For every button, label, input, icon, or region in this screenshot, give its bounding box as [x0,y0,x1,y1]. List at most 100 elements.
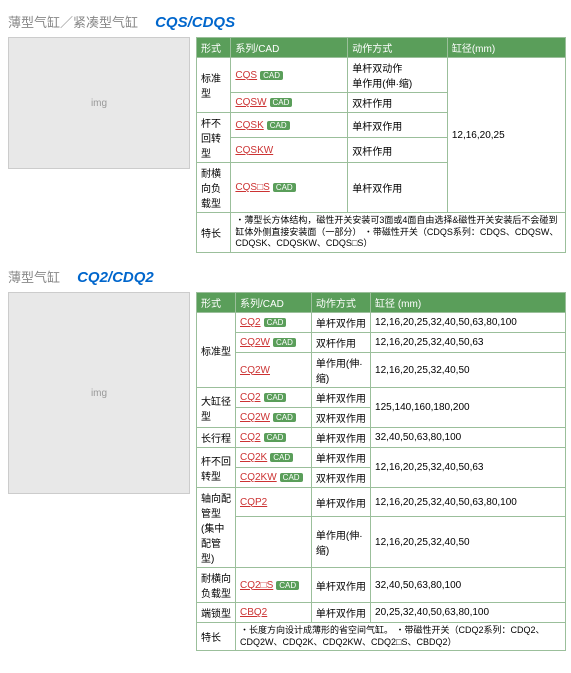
table-row: 耐横向负载型CQ2□SCAD单杆双作用32,40,50,63,80,100 [197,568,566,603]
action-cell: 单杆双动作单作用(伸·缩) [348,58,448,93]
action-cell: 单杆双作用 [311,488,370,517]
series-cell: CQS□S CAD [231,163,348,213]
hdr-bore: 缸径 (mm) [371,293,566,313]
action-cell: 双杆作用 [348,138,448,163]
action-cell: 双杆作用 [311,333,370,353]
table-row: 轴向配管型(集中配管型)CQP2单杆双作用12,16,20,25,32,40,5… [197,488,566,517]
hdr-action: 动作方式 [311,293,370,313]
bore-cell: 32,40,50,63,80,100 [371,568,566,603]
action-cell: 单杆双作用 [311,388,370,408]
series-cell: CQ2□SCAD [236,568,312,603]
series-cell: CQ2WCAD [236,333,312,353]
cad-badge: CAD [273,413,296,422]
hdr-series: 系列/CAD [236,293,312,313]
model-link[interactable]: CQ2 [240,317,261,328]
cad-badge: CAD [270,98,293,107]
series-cell: CQ2W [236,353,312,388]
table-row: 长行程CQ2CAD单杆双作用32,40,50,63,80,100 [197,428,566,448]
series-cell: CQSW CAD [231,93,348,113]
hdr-form: 形式 [197,38,231,58]
action-cell: 单杆双作用 [311,603,370,623]
feature-row: 特长 ・长度方向设计成薄形的省空间气缸。 ・带磁性开关（CDQ2系列：CDQ2、… [197,623,566,651]
model-link[interactable]: CQP2 [240,497,267,508]
table-row: CQ2W单作用(伸·缩)12,16,20,25,32,40,50 [197,353,566,388]
model-link[interactable]: CQSW [235,97,266,108]
section2-title: 薄型气缸 CQ2/CDQ2 [8,267,571,286]
cad-badge: CAD [273,338,296,347]
model-link[interactable]: CQ2KW [240,472,277,483]
feature-text: ・薄型长方体结构，磁性开关安装可3面或4面自由选择&磁性开关安装后不会碰到缸体外… [231,213,566,253]
table-row: CQ2WCAD双杆作用12,16,20,25,32,40,50,63 [197,333,566,353]
feature-row: 特长 ・薄型长方体结构，磁性开关安装可3面或4面自由选择&磁性开关安装后不会碰到… [197,213,566,253]
series-cell: CQ2CAD [236,428,312,448]
form-cell: 轴向配管型(集中配管型) [197,488,236,568]
bore-cell: 20,25,32,40,50,63,80,100 [371,603,566,623]
section2-image: img [8,292,190,494]
cad-badge: CAD [273,183,296,192]
model-link[interactable]: CQ2W [240,337,270,348]
series-cell: CQ2CAD [236,388,312,408]
form-cell: 长行程 [197,428,236,448]
model-link[interactable]: CQS [235,70,257,81]
bore-cell: 12,16,20,25 [447,58,565,213]
bore-cell: 125,140,160,180,200 [371,388,566,428]
model-link[interactable]: CQ2 [240,432,261,443]
feature-text: ・长度方向设计成薄形的省空间气缸。 ・带磁性开关（CDQ2系列：CDQ2、CDQ… [236,623,566,651]
series-cell [236,517,312,568]
bore-cell: 12,16,20,25,32,40,50 [371,353,566,388]
action-cell: 双杆双作用 [311,468,370,488]
hdr-series: 系列/CAD [231,38,348,58]
form-cell: 标准型 [197,313,236,388]
table-header-row: 形式 系列/CAD 动作方式 缸径(mm) [197,38,566,58]
cad-badge: CAD [267,121,290,130]
model-link[interactable]: CQ2□S [240,580,273,591]
section2-cn: 薄型气缸 [8,270,60,285]
table-row: 杆不回转型CQ2KCAD单杆双作用12,16,20,25,32,40,50,63 [197,448,566,468]
table-row: 标准型CQSCAD单杆双动作单作用(伸·缩)12,16,20,25 [197,58,566,93]
action-cell: 单杆双作用 [311,568,370,603]
form-cell: 大缸径型 [197,388,236,428]
action-cell: 单杆双作用 [311,313,370,333]
feature-label: 特长 [197,213,231,253]
section1-image: img [8,37,190,169]
bore-cell: 12,16,20,25,32,40,50 [371,517,566,568]
action-cell: 单作用(伸·缩) [311,517,370,568]
hdr-bore: 缸径(mm) [447,38,565,58]
action-cell: 单杆双作用 [348,113,448,138]
model-link[interactable]: CQSKW [235,145,273,156]
table-row: 单作用(伸·缩)12,16,20,25,32,40,50 [197,517,566,568]
action-cell: 单杆双作用 [348,163,448,213]
table-row: 端锁型CBQ2单杆双作用20,25,32,40,50,63,80,100 [197,603,566,623]
model-link[interactable]: CQ2W [240,365,270,376]
action-cell: 单杆双作用 [311,448,370,468]
model-link[interactable]: CQSK [235,120,263,131]
hdr-form: 形式 [197,293,236,313]
model-link[interactable]: CQ2W [240,412,270,423]
table-row: 大缸径型CQ2CAD单杆双作用125,140,160,180,200 [197,388,566,408]
cad-badge: CAD [260,71,283,80]
feature-label: 特长 [197,623,236,651]
bore-cell: 12,16,20,25,32,40,50,63 [371,448,566,488]
form-cell: 杆不回转型 [197,113,231,163]
form-cell: 标准型 [197,58,231,113]
series-cell: CQ2CAD [236,313,312,333]
bore-cell: 12,16,20,25,32,40,50,63,80,100 [371,488,566,517]
model-link[interactable]: CQS□S [235,182,269,193]
table-header-row: 形式 系列/CAD 动作方式 缸径 (mm) [197,293,566,313]
hdr-action: 动作方式 [348,38,448,58]
model-link[interactable]: CQ2K [240,452,267,463]
form-cell: 耐横向负载型 [197,568,236,603]
series-cell: CQSK CAD [231,113,348,138]
cad-badge: CAD [270,453,293,462]
series-cell: CQ2KWCAD [236,468,312,488]
series-cell: CQ2KCAD [236,448,312,468]
cad-badge: CAD [276,581,299,590]
cad-badge: CAD [280,473,303,482]
table-row: 标准型CQ2CAD单杆双作用12,16,20,25,32,40,50,63,80… [197,313,566,333]
model-link[interactable]: CBQ2 [240,607,267,618]
action-cell: 双杆双作用 [311,408,370,428]
series-cell: CQ2WCAD [236,408,312,428]
series-cell: CQP2 [236,488,312,517]
model-link[interactable]: CQ2 [240,392,261,403]
series-cell: CQSKW [231,138,348,163]
